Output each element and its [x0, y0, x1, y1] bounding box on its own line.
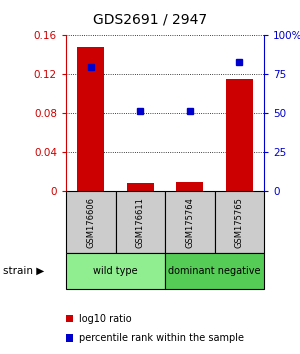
Bar — [165, 191, 214, 253]
Text: strain ▶: strain ▶ — [3, 266, 44, 276]
Text: GSM176606: GSM176606 — [86, 196, 95, 248]
Text: dominant negative: dominant negative — [168, 266, 261, 276]
Bar — [176, 182, 203, 191]
Bar — [214, 191, 264, 253]
Bar — [226, 79, 253, 191]
Text: GDS2691 / 2947: GDS2691 / 2947 — [93, 12, 207, 27]
Bar — [77, 47, 104, 191]
Text: GSM176611: GSM176611 — [136, 197, 145, 247]
Text: log10 ratio: log10 ratio — [79, 314, 131, 324]
Text: percentile rank within the sample: percentile rank within the sample — [79, 333, 244, 343]
Bar — [66, 191, 116, 253]
Bar — [165, 253, 264, 289]
Bar — [116, 191, 165, 253]
Text: GSM175764: GSM175764 — [185, 197, 194, 247]
Text: GSM175765: GSM175765 — [235, 197, 244, 247]
Bar — [66, 253, 165, 289]
Text: wild type: wild type — [93, 266, 138, 276]
Bar — [127, 183, 154, 191]
